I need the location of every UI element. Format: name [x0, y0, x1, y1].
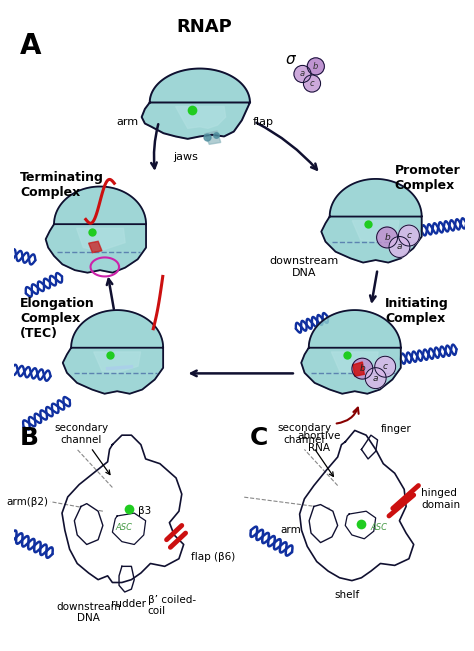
Polygon shape — [46, 187, 146, 273]
Polygon shape — [345, 511, 376, 539]
Text: RNAP: RNAP — [177, 18, 232, 36]
Polygon shape — [301, 310, 401, 394]
Polygon shape — [309, 505, 337, 542]
Text: arm: arm — [117, 117, 139, 126]
Text: rudder: rudder — [111, 599, 146, 609]
Circle shape — [377, 227, 398, 248]
Text: b: b — [384, 233, 390, 242]
Polygon shape — [63, 310, 163, 394]
Text: Initiating
Complex: Initiating Complex — [385, 298, 449, 326]
Polygon shape — [112, 513, 146, 544]
Text: flap (β6): flap (β6) — [191, 552, 236, 562]
Text: a: a — [300, 70, 305, 79]
Polygon shape — [142, 68, 250, 139]
Polygon shape — [62, 435, 183, 583]
Text: Promoter
Complex: Promoter Complex — [395, 164, 460, 192]
Polygon shape — [300, 430, 414, 581]
Text: jaws: jaws — [173, 152, 198, 162]
Text: c: c — [310, 79, 314, 88]
Polygon shape — [175, 107, 226, 128]
Text: hinged
domain: hinged domain — [421, 488, 460, 510]
Polygon shape — [321, 179, 422, 262]
Text: flap: flap — [253, 117, 274, 126]
Text: downstream
DNA: downstream DNA — [56, 602, 121, 623]
Circle shape — [352, 358, 373, 379]
Text: ASC: ASC — [115, 523, 132, 532]
Polygon shape — [361, 435, 378, 459]
Text: secondary
channel: secondary channel — [277, 423, 333, 477]
Text: β’ coiled-
coil: β’ coiled- coil — [147, 595, 196, 616]
Text: b: b — [313, 62, 319, 71]
Text: c: c — [406, 231, 411, 240]
Polygon shape — [352, 221, 399, 242]
Text: A: A — [20, 32, 42, 60]
Text: σ: σ — [285, 53, 295, 68]
Circle shape — [399, 225, 419, 246]
Text: downstream
DNA: downstream DNA — [270, 256, 339, 278]
Text: arm: arm — [281, 525, 301, 535]
Text: secondary
channel: secondary channel — [54, 423, 110, 475]
Circle shape — [365, 368, 386, 389]
Polygon shape — [119, 566, 134, 592]
Text: Terminating
Complex: Terminating Complex — [20, 171, 104, 199]
Text: a: a — [397, 242, 402, 251]
Circle shape — [389, 236, 410, 257]
Polygon shape — [74, 504, 103, 544]
Text: Elongation
Complex
(TEC): Elongation Complex (TEC) — [20, 298, 95, 340]
Circle shape — [303, 75, 320, 92]
Polygon shape — [89, 242, 102, 253]
Circle shape — [375, 356, 396, 377]
Text: b: b — [359, 364, 365, 373]
Text: a: a — [373, 374, 378, 383]
Polygon shape — [353, 362, 365, 376]
Text: C: C — [250, 426, 269, 450]
Text: abortive
RNA: abortive RNA — [297, 432, 340, 453]
Text: arm(β2): arm(β2) — [7, 497, 49, 506]
Polygon shape — [205, 131, 221, 145]
Text: β3: β3 — [138, 506, 151, 516]
Circle shape — [294, 65, 311, 83]
Polygon shape — [94, 352, 141, 373]
Text: shelf: shelf — [335, 590, 360, 600]
Text: c: c — [383, 362, 388, 371]
Polygon shape — [331, 352, 378, 373]
Circle shape — [307, 58, 324, 75]
Text: ASC: ASC — [370, 523, 387, 532]
Polygon shape — [77, 229, 125, 251]
Text: finger: finger — [381, 424, 411, 434]
Text: B: B — [20, 426, 39, 450]
